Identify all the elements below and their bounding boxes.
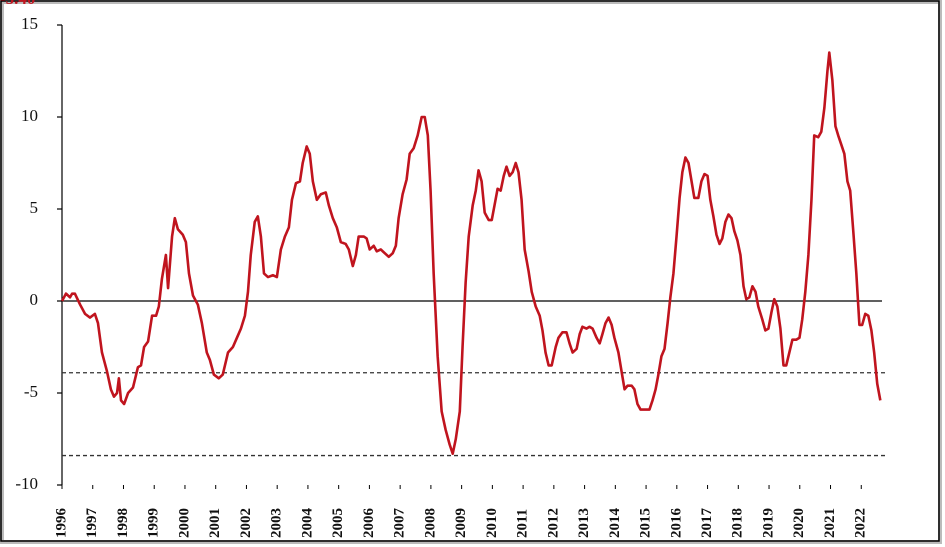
x-tick-label: 1999 (146, 508, 162, 538)
value-label: -5.40 (0, 0, 35, 8)
x-tick-label: 2005 (330, 508, 346, 538)
x-tick-label: 2003 (269, 508, 285, 538)
x-tick-label: 1998 (115, 508, 131, 538)
x-tick-label: 2014 (607, 508, 623, 539)
x-tick-label: 2013 (576, 508, 592, 538)
y-tick-label: 10 (21, 106, 38, 125)
data-line (60, 51, 882, 456)
x-tick-label: 1997 (84, 508, 100, 539)
x-tick-label: 2016 (668, 508, 684, 539)
x-tick-label: 2010 (484, 508, 500, 538)
x-tick-label: 2011 (515, 509, 531, 538)
x-tick-label: 2020 (791, 508, 807, 538)
x-tick-label: 2004 (299, 508, 315, 539)
y-tick-label: -5 (24, 382, 38, 401)
x-tick-label: 2002 (238, 508, 254, 538)
x-tick-label: 2007 (392, 508, 408, 539)
x-tick-label: 2006 (361, 508, 377, 539)
y-tick-label: -10 (15, 474, 38, 493)
x-tick-label: 2021 (822, 508, 838, 538)
x-tick-label: 2017 (699, 508, 715, 539)
y-tick-label: 0 (30, 290, 39, 309)
x-tick-label: 2009 (453, 508, 469, 538)
x-tick-label: 2018 (730, 508, 746, 538)
x-tick-label: 2008 (422, 508, 438, 538)
x-tick-label: 2001 (207, 508, 223, 538)
x-tick-label: 2015 (638, 508, 654, 538)
x-tick-label: 2019 (760, 508, 776, 538)
x-tick-label: 2000 (176, 508, 192, 538)
x-tick-label: 1996 (53, 508, 69, 539)
x-tick-label: 2012 (545, 508, 561, 538)
y-tick-label: 15 (21, 14, 38, 33)
y-tick-label: 5 (30, 198, 39, 217)
x-tick-label: 2022 (853, 508, 869, 538)
